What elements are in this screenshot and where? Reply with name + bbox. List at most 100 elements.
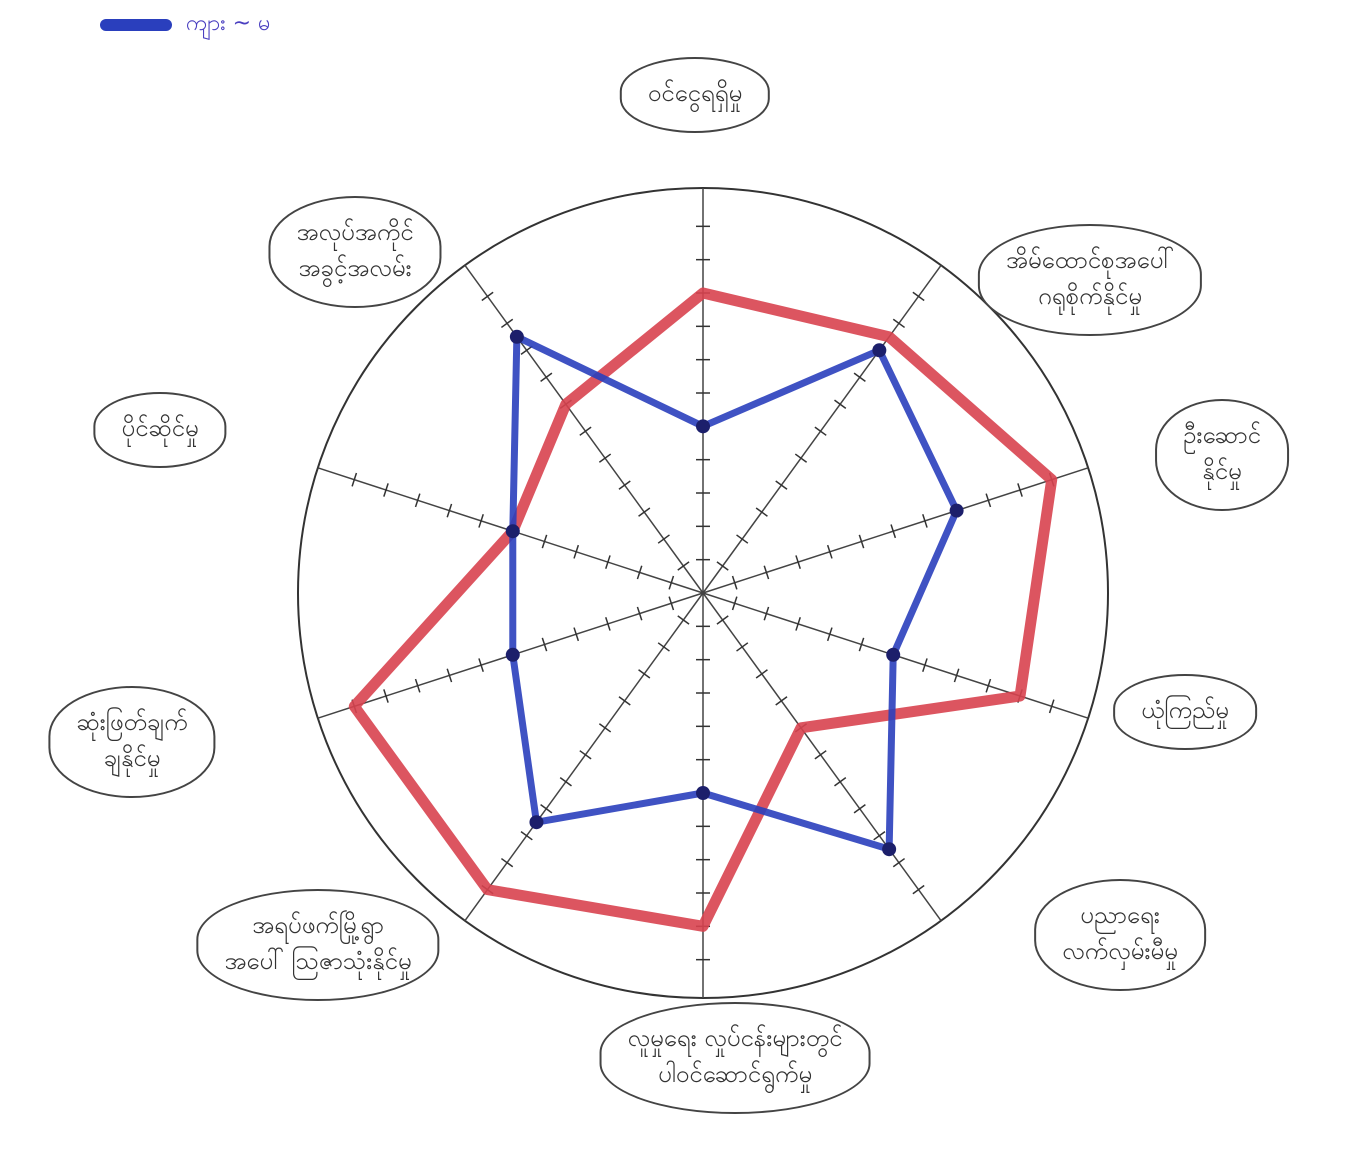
legend-swatch (100, 18, 172, 31)
tick-mark (912, 884, 925, 895)
tick-mark (985, 493, 992, 508)
series-point (529, 815, 544, 830)
tick-mark (736, 534, 749, 544)
tick-mark (731, 575, 738, 590)
series-line (509, 333, 961, 853)
tick-mark (520, 830, 533, 841)
tick-mark (794, 453, 808, 463)
tick-mark (826, 627, 833, 642)
tick-mark (520, 345, 533, 356)
tick-mark (834, 399, 847, 409)
series-point (505, 647, 520, 662)
series-point (949, 503, 964, 518)
tick-mark (890, 524, 897, 539)
tick-mark (755, 507, 768, 517)
tick-mark (541, 534, 548, 549)
tick-mark (763, 565, 770, 580)
axis-label: ပညာရေး လက်လှမ်းမီမှု (1034, 879, 1206, 991)
tick-mark (795, 555, 801, 569)
tick-mark (573, 544, 580, 559)
tick-mark (858, 534, 865, 549)
tick-mark (657, 534, 670, 544)
tick-mark (500, 857, 514, 868)
axis-label: အရပ်ဖက်မြို့ရွာ အပေါ် ဩဇာသုံးနိုင်မှု (196, 889, 440, 1001)
tick-mark (853, 804, 866, 814)
series-point (696, 419, 710, 434)
tick-mark (618, 480, 631, 490)
axis-label: အိမ်ထောင်စုအပေါ် ဂရုစိုက်နိုင်မှု (977, 224, 1203, 336)
tick-mark (446, 668, 453, 683)
tick-mark (541, 637, 548, 652)
tick-mark (638, 507, 651, 517)
tick-mark (636, 565, 643, 580)
tick-mark (736, 642, 749, 652)
tick-mark (775, 480, 788, 490)
tick-mark (985, 678, 992, 693)
tick-mark (579, 426, 592, 436)
tick-mark (618, 696, 631, 706)
tick-mark (814, 426, 827, 436)
legend: ကျား ~ မ (100, 8, 271, 41)
tick-mark (922, 658, 928, 672)
tick-mark (351, 472, 358, 487)
tick-mark (834, 777, 847, 787)
tick-mark (657, 642, 670, 652)
tick-mark (383, 689, 389, 703)
tick-mark (540, 804, 553, 814)
series-point (882, 842, 897, 857)
axis-label: ဆုံးဖြတ်ချက် ချနိုင်မှု (48, 686, 216, 798)
axis-label: ယုံကြည်မှု (1113, 674, 1257, 750)
axis-label: လူမှုရေး လှုပ်ငန်းများတွင် ပါဝင်ဆောင်ရွက… (599, 1002, 871, 1114)
series-point (509, 329, 524, 344)
axis-label: ဦးဆောင်နိုင်မှု (1155, 399, 1289, 511)
spoke (702, 264, 942, 594)
axis-label: အလုပ်အကိုင် အခွင့်အလမ်း (268, 196, 442, 308)
tick-mark (795, 617, 801, 631)
tick-mark (892, 857, 906, 868)
tick-mark (638, 669, 651, 679)
tick-mark (668, 575, 675, 590)
spoke (702, 592, 942, 922)
tick-mark (763, 606, 770, 621)
tick-mark (677, 561, 690, 571)
tick-mark (912, 291, 925, 302)
tick-mark (716, 561, 729, 571)
tick-mark (478, 658, 484, 672)
tick-mark (605, 617, 611, 631)
tick-mark (731, 596, 738, 611)
tick-mark (540, 372, 553, 382)
tick-mark (858, 637, 865, 652)
tick-mark (573, 627, 580, 642)
tick-mark (716, 615, 729, 625)
tick-mark (383, 483, 389, 497)
tick-mark (677, 615, 690, 625)
tick-mark (605, 555, 611, 569)
tick-mark (814, 750, 827, 760)
tick-mark (500, 318, 514, 329)
spoke (464, 592, 704, 922)
tick-mark (636, 606, 643, 621)
tick-mark (414, 678, 421, 693)
tick-mark (922, 514, 928, 528)
tick-mark (668, 596, 675, 611)
tick-mark (853, 372, 866, 382)
tick-mark (414, 493, 421, 508)
tick-mark (598, 453, 612, 463)
tick-mark (873, 830, 886, 841)
tick-mark (755, 669, 768, 679)
series-point (872, 343, 887, 358)
tick-mark (1048, 699, 1055, 714)
tick-mark (598, 723, 612, 733)
axis-label: ဝင်ငွေရရှိမှု (619, 57, 771, 133)
tick-mark (478, 514, 484, 528)
spoke (464, 264, 704, 594)
tick-mark (446, 503, 453, 518)
series-line (348, 287, 1058, 932)
spoke (702, 467, 1089, 594)
tick-mark (953, 668, 960, 683)
legend-text: ကျား ~ မ (186, 11, 271, 36)
series-point (696, 786, 710, 800)
tick-mark (1017, 483, 1023, 497)
